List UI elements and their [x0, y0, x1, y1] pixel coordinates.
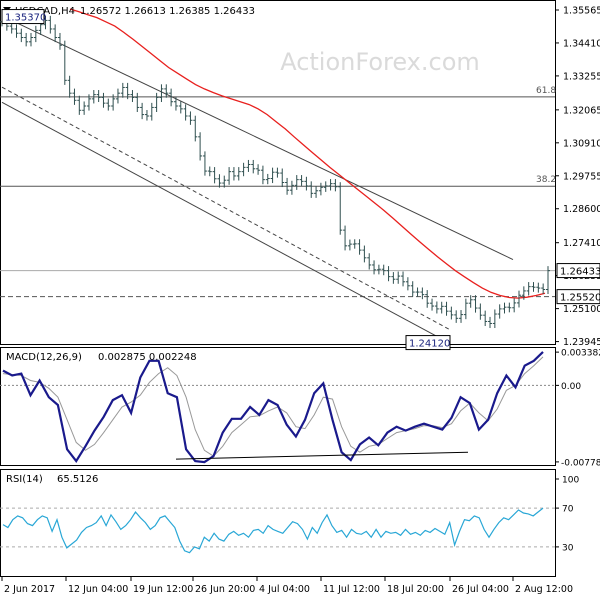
trendline-upper-channel: [1, 15, 514, 260]
swing-low-label-box: [405, 335, 451, 351]
swing-high-label: 1.35370: [5, 13, 46, 24]
macd-signal-line: [2, 356, 544, 457]
rsi-tick-label: 70: [562, 505, 574, 515]
fib-61-8-label: 61.8: [536, 86, 556, 96]
x-tick-label: 11 Jul 12:00: [323, 584, 380, 595]
x-tick-label: 26 Jul 04:00: [452, 584, 509, 595]
rsi-tick-label: 100: [562, 476, 579, 486]
x-tick-label: 19 Jun 12:00: [133, 584, 193, 595]
price-tick-label: 1.32065: [563, 105, 600, 116]
ohlc-values: 1.26572 1.26613 1.26385 1.26433: [80, 6, 255, 17]
rsi-tick-label: 30: [562, 543, 574, 553]
x-tick-label: 4 Jul 04:00: [259, 584, 310, 595]
watermark: ActionForex.com: [280, 48, 480, 76]
macd-panel-frame: [0, 347, 556, 466]
rsi-value: 65.5126: [57, 474, 98, 485]
price-tick-label: 1.34410: [563, 38, 600, 49]
price-tick-label: 1.25100: [563, 304, 600, 315]
rsi-panel-frame: [0, 469, 556, 577]
macd-tick-label: -0.007785: [561, 458, 600, 468]
current-price-label: 1.26433: [560, 267, 600, 278]
x-tick-label: 12 Jun 04:00: [68, 584, 128, 595]
price-tick-label: 1.33255: [563, 71, 600, 82]
swing-low-label: 1.24120: [409, 339, 450, 350]
rsi-line: [2, 507, 544, 554]
x-tick-label: 2 Aug 12:00: [515, 584, 573, 595]
macd-divergence-line: [175, 451, 469, 460]
price-tick-label: 1.30910: [563, 138, 600, 149]
support-price-label-box: [556, 289, 600, 305]
x-tick-label: 18 Jul 20:00: [387, 584, 444, 595]
rsi-label: RSI(14): [6, 474, 43, 485]
price-tick-label: 1.23945: [563, 337, 600, 348]
fib-38-2-label: 38.2: [536, 175, 556, 185]
price-tick-label: 1.35565: [563, 5, 600, 16]
macd-tick-label: 0.003382: [561, 349, 600, 359]
moving-average-line: [69, 8, 546, 299]
support-price-label: 1.25520: [560, 293, 600, 304]
price-panel-frame: [0, 0, 556, 345]
swing-high-label-box: [1, 9, 45, 25]
macd-line: [2, 351, 544, 464]
x-tick-label: 2 Jun 2017: [4, 584, 55, 595]
current-price-label-box: [556, 263, 600, 279]
macd-label: MACD(12,26,9): [6, 352, 82, 363]
x-tick-label: 26 Jun 20:00: [195, 584, 255, 595]
trendline-dashed-channel: [1, 86, 451, 331]
price-tick-label: 1.28600: [563, 204, 600, 215]
trendline-lower-channel: [1, 101, 451, 344]
macd-tick-label: 0.00: [561, 382, 581, 392]
macd-values: 0.002875 0.002248: [98, 352, 197, 363]
price-tick-label: 1.29755: [563, 171, 600, 182]
price-tick-label: 1.27410: [563, 238, 600, 249]
symbol-label: USDCAD,H4: [15, 6, 75, 17]
